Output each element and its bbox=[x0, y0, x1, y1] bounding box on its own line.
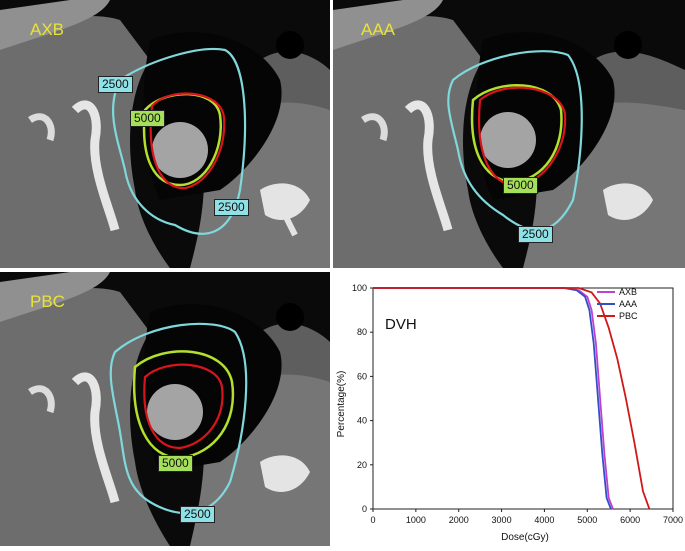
x-tick-label: 7000 bbox=[663, 515, 683, 525]
dvh-lines bbox=[373, 287, 651, 510]
isodose-label-2500-bottom: 2500 bbox=[214, 199, 249, 216]
y-tick-label: 40 bbox=[357, 416, 367, 426]
ct-panel-axb: AXB 2500 5000 2500 bbox=[0, 0, 330, 268]
isodose-label-2500: 2500 bbox=[180, 506, 215, 523]
x-tick-label: 1000 bbox=[406, 515, 426, 525]
y-tick-label: 100 bbox=[352, 283, 367, 293]
x-tick-label: 4000 bbox=[534, 515, 554, 525]
isodose-label-2500: 2500 bbox=[518, 226, 553, 243]
isodose-label-2500-top: 2500 bbox=[98, 76, 133, 93]
x-tick-label: 6000 bbox=[620, 515, 640, 525]
y-tick-label: 20 bbox=[357, 460, 367, 470]
panel-label-aaa: AAA bbox=[361, 20, 396, 39]
series-line-pbc bbox=[373, 287, 651, 510]
series-line-aaa bbox=[373, 287, 612, 510]
legend-label-aaa: AAA bbox=[619, 299, 637, 309]
chart-legend: AXB AAA PBC bbox=[597, 287, 638, 321]
y-tick-label: 60 bbox=[357, 371, 367, 381]
isodose-label-5000: 5000 bbox=[130, 110, 165, 127]
y-tick-label: 80 bbox=[357, 327, 367, 337]
ct-panel-aaa: AAA 5000 2500 bbox=[333, 0, 685, 268]
chart-title: DVH bbox=[385, 316, 417, 333]
x-tick-label: 5000 bbox=[577, 515, 597, 525]
dvh-chart-svg: 0 1000 2000 3000 4000 5000 6000 7000 0 20 40 60 80 10… bbox=[336, 283, 683, 543]
panel-label-pbc: PBC bbox=[30, 292, 65, 311]
x-tick-label: 0 bbox=[370, 515, 375, 525]
panel-label-axb: AXB bbox=[30, 20, 65, 39]
ct-panel-pbc: PBC 5000 2500 bbox=[0, 272, 330, 546]
y-tick-label: 0 bbox=[362, 504, 367, 514]
ct-image-pbc bbox=[0, 272, 330, 546]
legend-label-pbc: PBC bbox=[619, 311, 638, 321]
isodose-label-5000: 5000 bbox=[503, 177, 538, 194]
ct-image-axb bbox=[0, 0, 330, 268]
isodose-label-5000: 5000 bbox=[158, 455, 193, 472]
plot-frame bbox=[372, 287, 674, 510]
dvh-chart: 0 1000 2000 3000 4000 5000 6000 7000 0 20 40 60 80 10… bbox=[333, 272, 685, 546]
x-axis-label: Dose(cGy) bbox=[501, 532, 549, 543]
legend-label-axb: AXB bbox=[619, 287, 637, 297]
x-tick-label: 3000 bbox=[492, 515, 512, 525]
y-axis-label: Percentage(%) bbox=[336, 371, 347, 438]
x-tick-label: 2000 bbox=[449, 515, 469, 525]
ct-image-aaa bbox=[333, 0, 685, 268]
